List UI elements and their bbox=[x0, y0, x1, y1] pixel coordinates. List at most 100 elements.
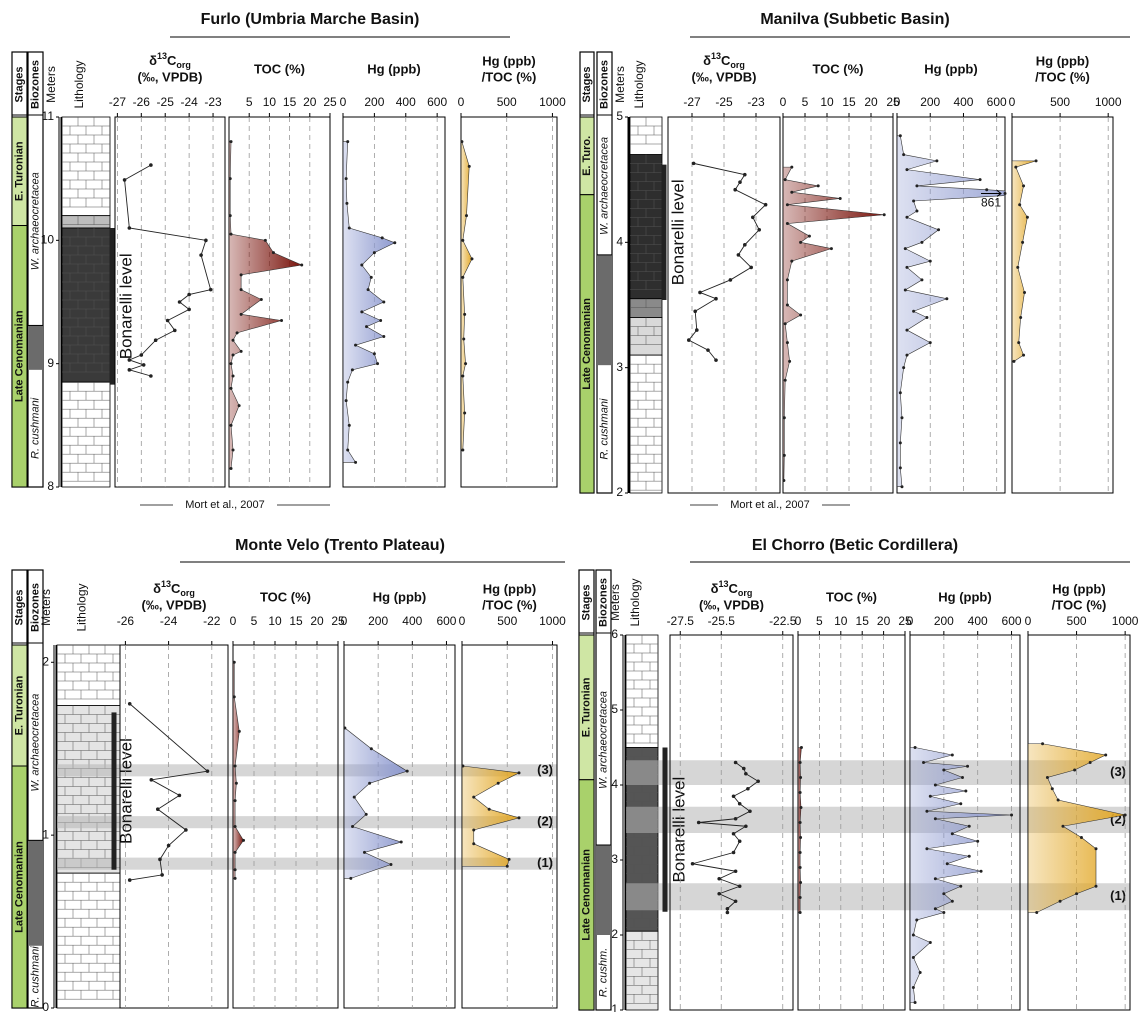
data-point bbox=[964, 789, 968, 793]
track-title: /TOC (%) bbox=[1035, 69, 1090, 84]
track-title: (‰, VPDB) bbox=[138, 69, 203, 84]
track-title: Hg (ppb) bbox=[373, 589, 426, 604]
depth-tick-label: 4 bbox=[616, 235, 623, 249]
data-point bbox=[695, 328, 699, 332]
data-point bbox=[127, 368, 132, 372]
x-tick-label: 400 bbox=[402, 614, 422, 628]
data-point bbox=[461, 238, 465, 242]
track-title: Hg (ppb) bbox=[483, 581, 536, 596]
depth-tick-label: 9 bbox=[47, 356, 54, 370]
bonarelli-bar bbox=[661, 164, 667, 300]
data-point bbox=[228, 214, 232, 218]
data-point bbox=[233, 876, 237, 880]
data-point bbox=[905, 353, 909, 357]
track-title: TOC (%) bbox=[254, 61, 305, 76]
data-point bbox=[798, 761, 802, 764]
x-tick-label: 0 bbox=[907, 614, 914, 628]
biozone-label: W. archaeocretacea bbox=[598, 137, 610, 235]
track-title-part: δ bbox=[711, 581, 719, 596]
data-point bbox=[925, 316, 929, 320]
data-point bbox=[737, 839, 742, 844]
data-point bbox=[1022, 353, 1026, 357]
data-point bbox=[913, 1001, 917, 1004]
band-label: (1) bbox=[537, 855, 553, 870]
biozone-label: R. cushm. bbox=[597, 948, 609, 998]
panel-title: Manilva (Subbetic Basin) bbox=[760, 11, 949, 28]
data-point bbox=[696, 820, 701, 825]
data-point bbox=[461, 374, 465, 378]
data-point bbox=[1022, 184, 1026, 188]
data-point bbox=[737, 801, 742, 806]
data-point bbox=[461, 275, 465, 279]
data-point bbox=[382, 300, 386, 304]
track-title: Hg (ppb) bbox=[482, 53, 535, 68]
track-title-part: 13 bbox=[161, 579, 171, 589]
x-tick-label: 0 bbox=[894, 95, 901, 109]
data-point bbox=[799, 806, 803, 809]
x-tick-label: 500 bbox=[1067, 614, 1087, 628]
bonarelli-label: Bonarelli level bbox=[116, 738, 135, 844]
x-tick-label: 20 bbox=[877, 614, 891, 628]
profile-area bbox=[343, 141, 396, 463]
depth-tick-label: 5 bbox=[611, 702, 618, 716]
data-point bbox=[913, 746, 917, 749]
data-point bbox=[229, 386, 233, 390]
x-tick-label: 1000 bbox=[1112, 614, 1139, 628]
data-point bbox=[785, 203, 789, 207]
x-tick-label: 15 bbox=[289, 614, 303, 628]
column-header: Stages bbox=[13, 66, 25, 102]
data-point bbox=[816, 184, 820, 188]
panel-title: Furlo (Umbria Marche Basin) bbox=[201, 11, 420, 28]
data-point bbox=[368, 781, 372, 785]
data-point bbox=[233, 825, 237, 828]
data-point bbox=[749, 265, 753, 270]
data-point bbox=[782, 416, 786, 420]
data-point bbox=[229, 467, 233, 470]
data-point bbox=[918, 971, 922, 974]
data-point bbox=[127, 358, 132, 362]
data-point bbox=[205, 769, 210, 773]
data-point bbox=[985, 188, 989, 192]
column-header: Meters bbox=[39, 589, 53, 626]
data-point bbox=[239, 288, 243, 292]
data-point bbox=[364, 812, 368, 816]
biozone-label: W. archaeocretacea bbox=[29, 694, 41, 792]
data-point bbox=[372, 352, 376, 356]
isotope-line bbox=[692, 762, 759, 913]
track-title-part: C bbox=[171, 581, 181, 596]
data-point bbox=[229, 140, 233, 144]
data-point bbox=[505, 864, 509, 868]
x-tick-label: 0 bbox=[340, 95, 347, 109]
bonarelli-bar bbox=[109, 228, 115, 385]
data-point bbox=[790, 259, 794, 263]
track-title-part: 13 bbox=[718, 579, 728, 589]
data-point bbox=[902, 366, 906, 370]
data-point bbox=[687, 338, 691, 342]
data-point bbox=[300, 263, 304, 267]
x-tick-label: 10 bbox=[820, 95, 834, 109]
x-tick-label: -24 bbox=[160, 614, 178, 628]
data-point bbox=[731, 831, 736, 836]
x-tick-label: -26 bbox=[133, 95, 151, 109]
track-title-part: δ bbox=[149, 53, 157, 68]
data-point bbox=[232, 660, 236, 664]
data-point bbox=[239, 273, 243, 277]
x-tick-label: 15 bbox=[856, 614, 870, 628]
data-point bbox=[959, 884, 963, 888]
data-point bbox=[369, 275, 373, 279]
x-tick-label: 5 bbox=[251, 614, 258, 628]
track-title-part: 13 bbox=[711, 51, 721, 61]
data-point bbox=[933, 817, 937, 821]
data-point bbox=[379, 319, 383, 322]
data-point bbox=[945, 862, 949, 866]
data-point bbox=[229, 232, 233, 236]
track-title: Hg (ppb) bbox=[924, 61, 977, 76]
data-point bbox=[912, 199, 916, 203]
depth-tick-label: 1 bbox=[611, 1002, 618, 1012]
track-title: δ13Corg bbox=[153, 579, 195, 598]
profile-area bbox=[229, 141, 303, 469]
data-point bbox=[1035, 911, 1039, 914]
data-point bbox=[360, 310, 364, 314]
depth-tick-label: 1 bbox=[42, 827, 49, 841]
biozone-label: W. archaeocretacea bbox=[597, 691, 609, 789]
